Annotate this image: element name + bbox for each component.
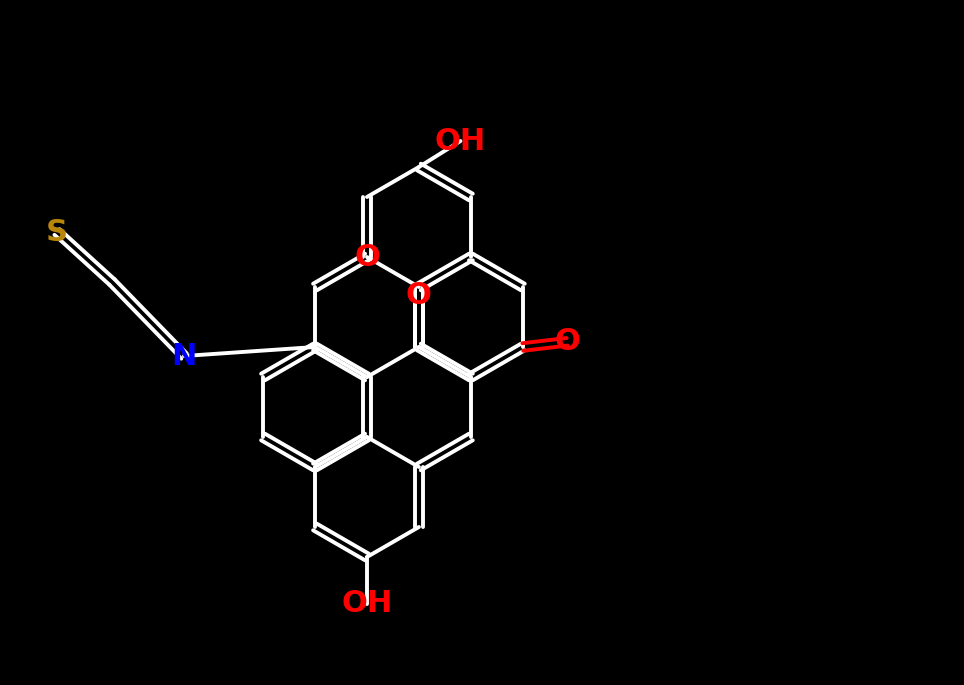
- Text: O: O: [354, 242, 380, 271]
- Text: O: O: [554, 327, 580, 356]
- Text: OH: OH: [435, 127, 486, 155]
- Text: OH: OH: [341, 589, 392, 619]
- Text: N: N: [172, 342, 197, 371]
- Text: O: O: [406, 280, 432, 310]
- Text: S: S: [46, 218, 68, 247]
